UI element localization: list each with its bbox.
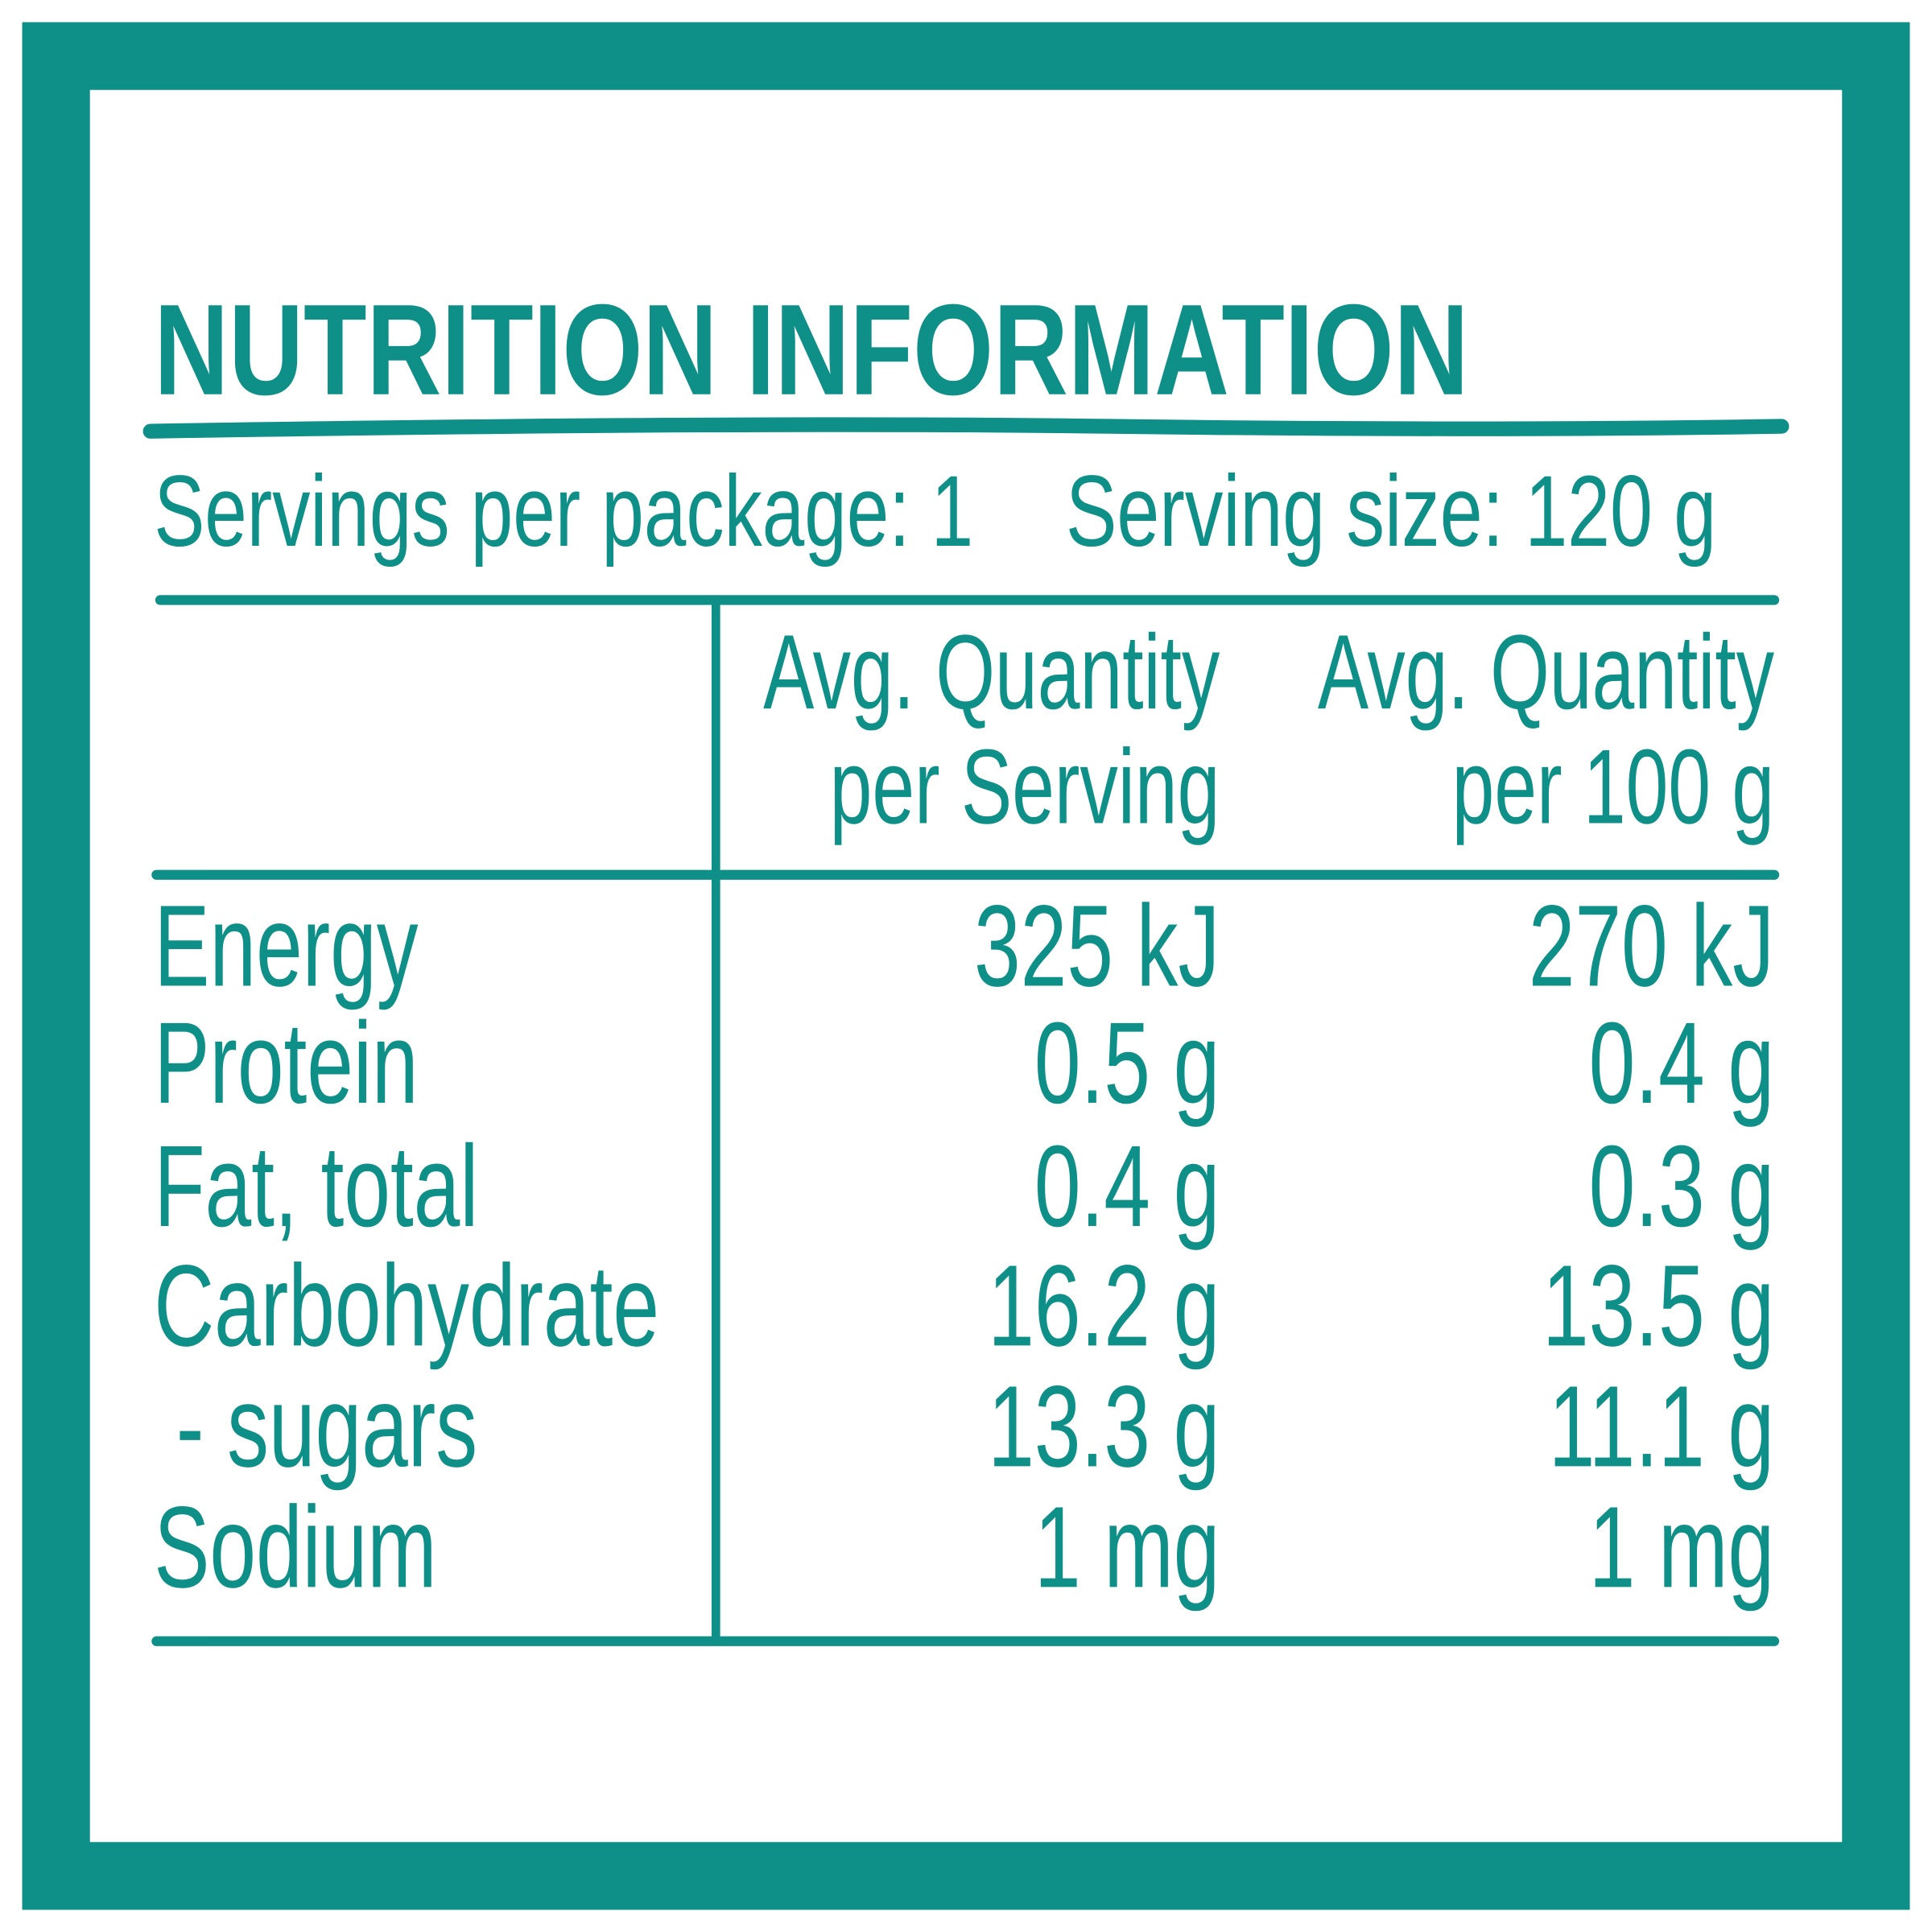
nutrient-name: Protein xyxy=(154,998,418,1128)
per-serving-value: 0.5 g xyxy=(1034,998,1220,1128)
per-serving-value: 0.4 g xyxy=(1034,1121,1220,1251)
nutrient-name: Energy xyxy=(154,881,418,1011)
column-header: per 100 g xyxy=(1452,728,1774,846)
column-header: Avg. Quantity xyxy=(763,613,1220,732)
column-header: per Serving xyxy=(830,728,1220,846)
nutrient-name: Carbohydrate xyxy=(154,1241,659,1371)
nutrient-name: Sodium xyxy=(154,1483,436,1612)
title-underline xyxy=(142,417,1790,439)
title: NUTRITION INFORMATION xyxy=(154,279,1468,423)
per-100g-value: 0.4 g xyxy=(1589,998,1774,1128)
per-serving-value: 1 mg xyxy=(1034,1483,1220,1612)
per-serving-value: 16.2 g xyxy=(988,1241,1220,1371)
per-100g-value: 11.1 g xyxy=(1549,1362,1774,1492)
per-100g-value: 270 kJ xyxy=(1529,881,1774,1011)
nutrient-name: Fat, total xyxy=(154,1121,478,1251)
per-serving-value: 325 kJ xyxy=(974,881,1220,1011)
per-serving-value: 13.3 g xyxy=(988,1362,1220,1492)
per-100g-value: 13.5 g xyxy=(1542,1241,1774,1371)
servings-per-package: Servings per package: 1 xyxy=(154,454,973,568)
serving-size: Serving size: 120 g xyxy=(1066,454,1716,568)
column-header: Avg. Quantity xyxy=(1318,613,1775,732)
per-100g-value: 0.3 g xyxy=(1589,1121,1774,1251)
per-100g-value: 1 mg xyxy=(1589,1483,1774,1612)
inner-panel xyxy=(89,89,1843,1843)
nutrient-name: - sugars xyxy=(176,1362,477,1492)
